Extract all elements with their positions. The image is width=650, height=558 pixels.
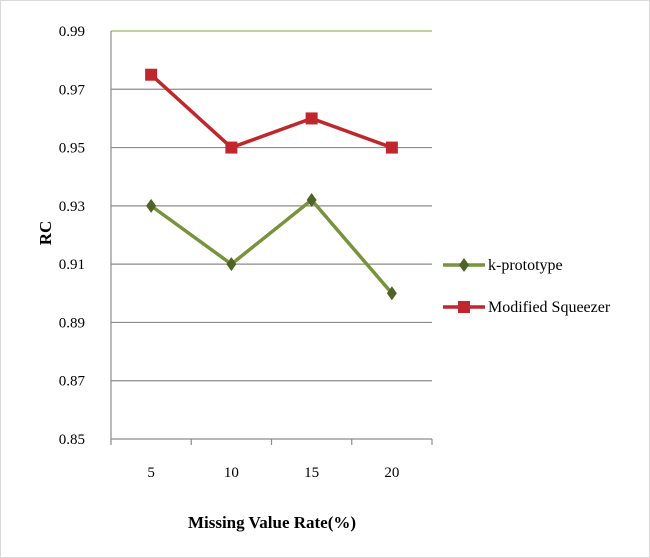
data-point <box>226 257 237 272</box>
axes: 0.85 0.87 0.89 0.91 0.93 0.95 0.97 0.99 5 10 15 20 <box>59 24 433 481</box>
x-axis-title: Missing Value Rate(%) <box>188 513 356 532</box>
legend-marker <box>458 301 470 313</box>
y-tick-label: 0.97 <box>59 82 86 98</box>
x-tick-label: 5 <box>147 465 155 481</box>
legend-label: Modified Squeezer <box>488 299 611 316</box>
x-tick-label: 10 <box>224 465 239 481</box>
legend: k-prototype Modified Squeezer <box>443 257 611 316</box>
y-tick-label: 0.85 <box>59 432 85 448</box>
data-point <box>145 68 158 81</box>
y-tick-label: 0.89 <box>59 315 85 331</box>
data-point <box>305 112 318 125</box>
y-axis-title: RC <box>36 221 55 246</box>
legend-item: k-prototype <box>443 257 563 274</box>
data-point <box>146 198 157 213</box>
x-tick-label: 20 <box>384 465 399 481</box>
series-line <box>150 198 394 295</box>
legend-marker <box>459 258 469 272</box>
y-tick-label: 0.93 <box>59 199 85 215</box>
x-tick-label: 15 <box>304 465 319 481</box>
data-point <box>385 141 398 154</box>
legend-item: Modified Squeezer <box>443 299 611 316</box>
data-point <box>306 193 317 208</box>
series-line <box>149 73 393 150</box>
y-tick-label: 0.91 <box>59 257 85 273</box>
legend-label: k-prototype <box>488 257 563 274</box>
series <box>145 68 398 301</box>
data-point <box>386 286 397 301</box>
y-tick-label: 0.99 <box>59 24 85 40</box>
series-2 <box>145 68 398 154</box>
gridlines <box>111 30 432 440</box>
data-point <box>225 141 238 154</box>
series-1 <box>146 193 397 301</box>
y-tick-label: 0.87 <box>59 374 86 390</box>
y-tick-label: 0.95 <box>59 141 85 157</box>
